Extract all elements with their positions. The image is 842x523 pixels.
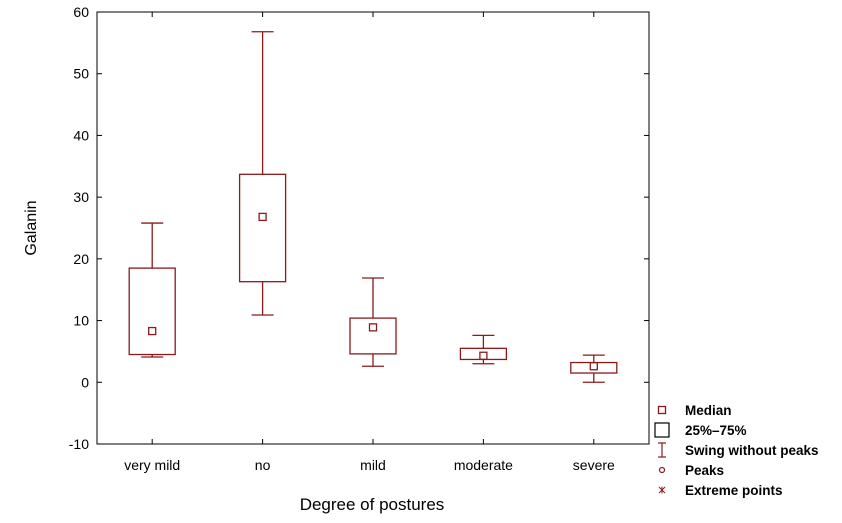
median-marker <box>589 362 598 371</box>
x-tick-label: moderate <box>454 457 513 473</box>
x-tick-label: mild <box>360 457 386 473</box>
box-moderate <box>459 334 508 365</box>
legend-label: 25%–75% <box>685 423 747 438</box>
legend-label: Median <box>685 403 732 418</box>
x-axis-label: Degree of postures <box>300 495 445 514</box>
iqr-box <box>238 173 287 283</box>
box-severe <box>570 354 618 383</box>
y-tick-label: 0 <box>81 374 89 390</box>
legend-label: Swing without peaks <box>685 443 819 458</box>
legend-label: Extreme points <box>685 483 783 498</box>
legend-box-symbol <box>654 422 670 438</box>
x-tick-label: very mild <box>124 457 180 473</box>
y-tick-label: 30 <box>73 189 89 205</box>
box-series <box>128 31 618 383</box>
y-axis: -10 0 10 20 30 40 50 60 <box>69 4 649 452</box>
iqr-box <box>349 317 397 355</box>
plot-area-frame <box>96 11 650 445</box>
legend-median-symbol <box>657 405 667 415</box>
legend: Median 25%–75% Swing without peaks Peaks Ext… <box>654 403 819 498</box>
median-marker <box>148 326 157 336</box>
iqr-box <box>128 267 176 356</box>
median-marker <box>258 212 267 222</box>
box-mild <box>349 277 397 367</box>
y-axis-label: Galanin <box>23 200 40 255</box>
legend-label: Peaks <box>685 463 724 478</box>
median-marker <box>368 323 378 332</box>
y-tick-label: 60 <box>73 4 89 20</box>
y-tick-label: 50 <box>73 66 89 82</box>
legend-peak-symbol <box>658 466 666 474</box>
box-very-mild <box>128 222 176 358</box>
y-tick-label: 40 <box>73 127 89 143</box>
y-tick-label: -10 <box>69 436 89 452</box>
y-tick-label: 10 <box>73 313 89 329</box>
box-no <box>238 31 287 316</box>
x-tick-label: severe <box>573 457 615 473</box>
y-tick-label: 20 <box>73 251 89 267</box>
x-axis: very mild no mild moderate severe <box>124 12 615 473</box>
x-tick-label: no <box>255 457 271 473</box>
median-marker <box>479 351 488 360</box>
